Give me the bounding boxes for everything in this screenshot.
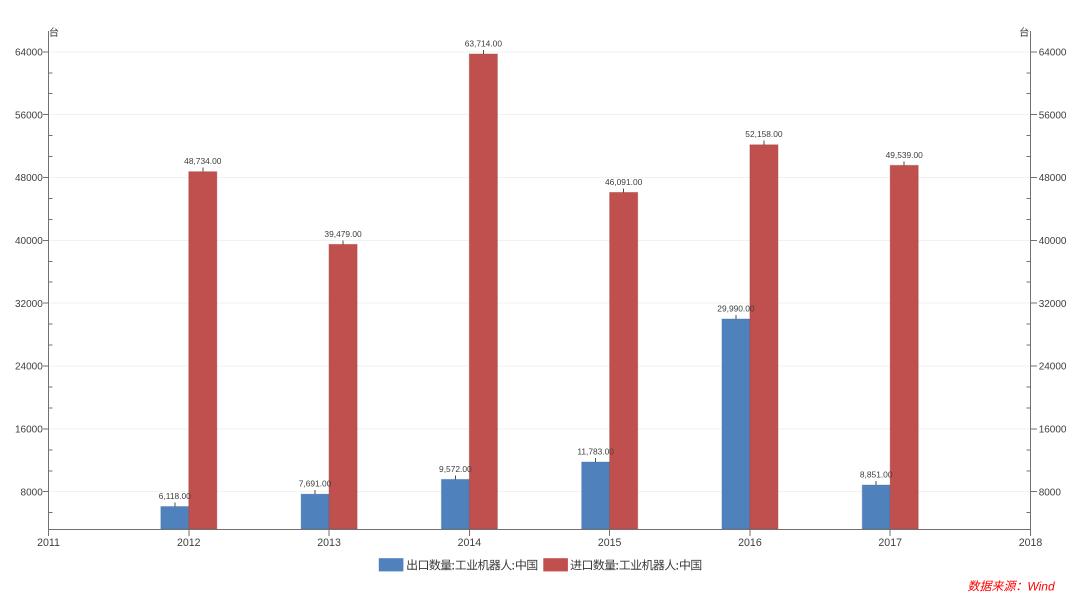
svg-text:32000: 32000 xyxy=(15,299,43,310)
svg-text:24000: 24000 xyxy=(1039,362,1067,373)
svg-text:63,714.00: 63,714.00 xyxy=(465,38,503,48)
svg-text:6,118.00: 6,118.00 xyxy=(159,491,191,501)
svg-text:39,479.00: 39,479.00 xyxy=(324,229,362,239)
svg-text:Wind: Wind xyxy=(1027,579,1055,593)
svg-text:8000: 8000 xyxy=(21,487,44,498)
svg-text:7,691.00: 7,691.00 xyxy=(299,479,332,489)
svg-text:49,539.00: 49,539.00 xyxy=(886,150,924,160)
svg-text:29,990.00: 29,990.00 xyxy=(717,303,755,313)
svg-text:48,734.00: 48,734.00 xyxy=(184,156,222,166)
svg-text:32000: 32000 xyxy=(1039,299,1067,310)
svg-text:40000: 40000 xyxy=(15,236,43,247)
svg-text:46,091.00: 46,091.00 xyxy=(605,177,643,187)
svg-text:16000: 16000 xyxy=(1039,425,1067,436)
svg-text:9,572.00: 9,572.00 xyxy=(439,464,472,474)
svg-text:24000: 24000 xyxy=(15,362,43,373)
svg-text:52,158.00: 52,158.00 xyxy=(745,129,783,139)
svg-text:2012: 2012 xyxy=(177,537,201,549)
svg-text:2016: 2016 xyxy=(738,537,762,549)
svg-text:11,783.00: 11,783.00 xyxy=(577,446,614,456)
svg-text:56000: 56000 xyxy=(15,110,43,121)
svg-text:2015: 2015 xyxy=(598,537,622,549)
svg-text:64000: 64000 xyxy=(1039,48,1067,59)
svg-text:64000: 64000 xyxy=(15,48,43,59)
svg-text:56000: 56000 xyxy=(1039,110,1067,121)
svg-text:2013: 2013 xyxy=(317,537,341,549)
svg-text:2014: 2014 xyxy=(458,537,482,549)
svg-text:40000: 40000 xyxy=(1039,236,1067,247)
svg-text:2017: 2017 xyxy=(878,537,902,549)
svg-text:8,851.00: 8,851.00 xyxy=(860,469,893,479)
svg-text:2011: 2011 xyxy=(37,537,60,549)
svg-text:2018: 2018 xyxy=(1019,537,1043,549)
svg-text:48000: 48000 xyxy=(1039,173,1067,184)
svg-text:16000: 16000 xyxy=(15,425,43,436)
svg-text:48000: 48000 xyxy=(15,173,43,184)
svg-text:8000: 8000 xyxy=(1039,487,1062,498)
